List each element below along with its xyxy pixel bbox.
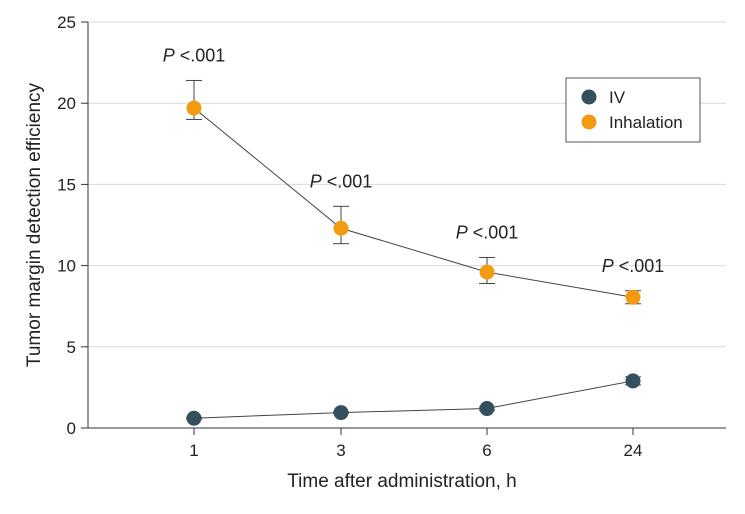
data-point (479, 401, 495, 417)
data-point (333, 220, 349, 236)
series-line (193, 107, 634, 298)
legend-marker (581, 89, 597, 105)
series (186, 79, 641, 426)
y-tick-label: 20 (57, 94, 76, 113)
data-point (186, 410, 202, 426)
annotations: P <.001 P <.001 P <.001 P <.001 (163, 45, 665, 275)
x-tick-label: 24 (624, 441, 643, 460)
legend: IV Inhalation (565, 77, 701, 143)
y-tick-label: 25 (57, 13, 76, 32)
series-line (193, 380, 634, 419)
p-value-annotation: P <.001 (602, 256, 665, 276)
x-tick-label: 3 (336, 441, 345, 460)
axes (81, 21, 726, 435)
y-tick-label: 0 (67, 419, 76, 438)
y-tick-label: 10 (57, 257, 76, 276)
tick-labels: 0 5 10 15 20 25 1 3 6 24 (57, 13, 642, 460)
data-point (625, 373, 641, 389)
legend-marker (581, 114, 597, 130)
data-point (186, 100, 202, 116)
p-value-annotation: P <.001 (310, 171, 373, 191)
y-axis-title: Tumor margin detection efficiency (24, 82, 45, 367)
data-point (333, 405, 349, 421)
legend-box (565, 77, 701, 143)
legend-label: IV (609, 88, 626, 107)
data-point (625, 289, 641, 305)
y-tick-label: 5 (67, 338, 76, 357)
x-tick-label: 1 (189, 441, 198, 460)
y-tick-label: 15 (57, 175, 76, 194)
p-value-annotation: P <.001 (456, 222, 519, 242)
data-point (479, 264, 495, 280)
x-axis-title: Time after administration, h (287, 471, 517, 492)
x-tick-label: 6 (482, 441, 491, 460)
series-iv (186, 373, 641, 426)
legend-label: Inhalation (609, 113, 683, 132)
p-value-annotation: P <.001 (163, 45, 226, 65)
series-inhalation (186, 79, 641, 305)
